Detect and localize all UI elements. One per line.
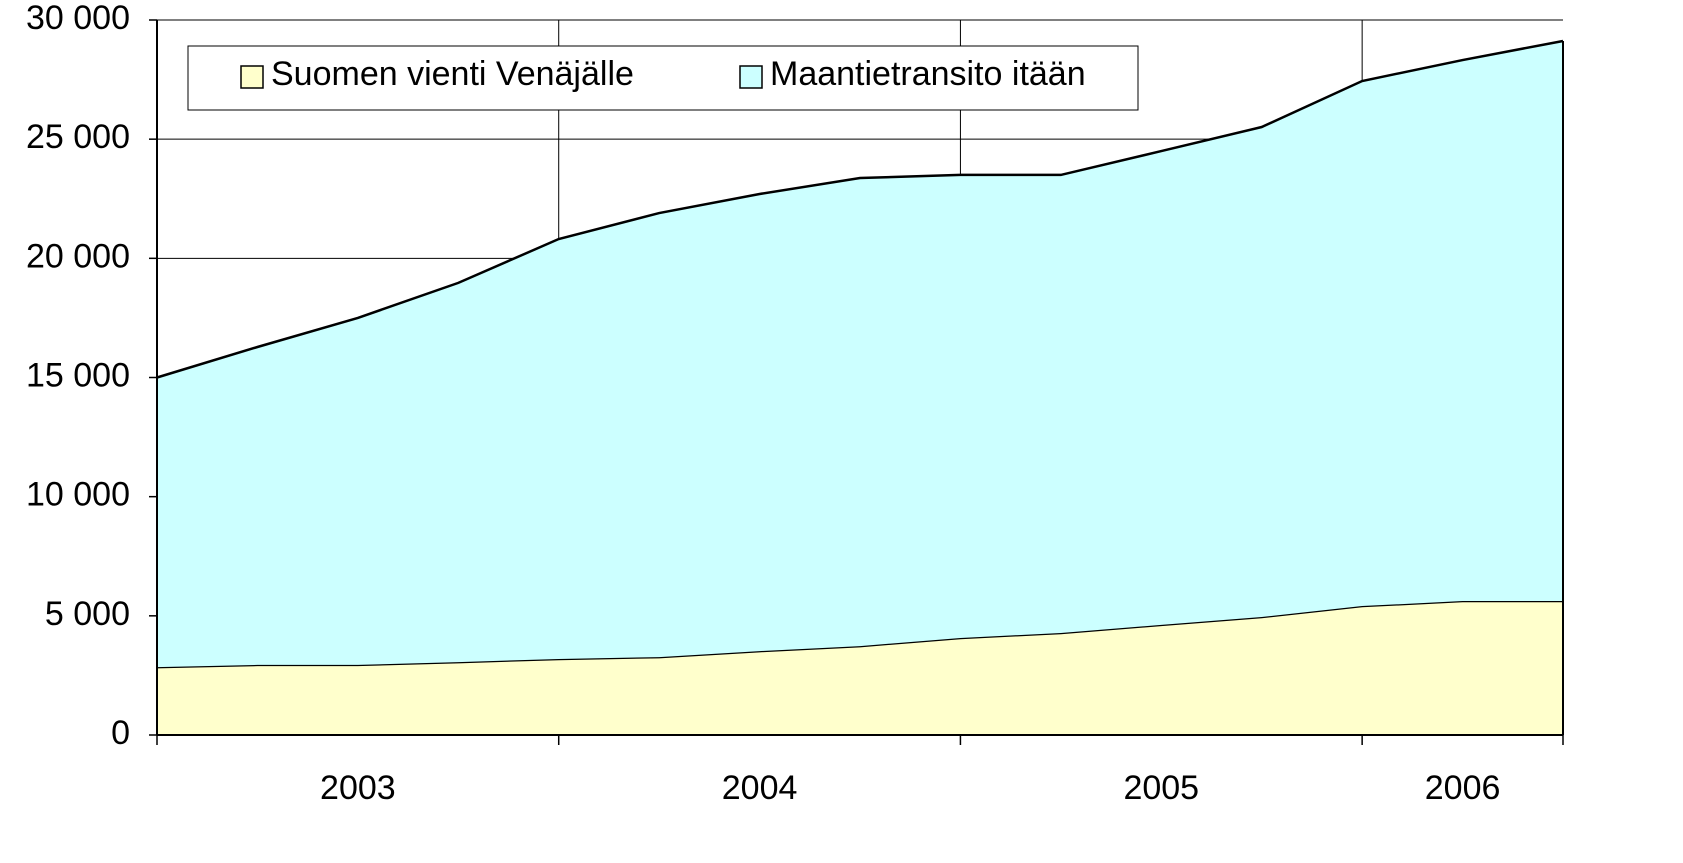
y-tick-label: 0 <box>111 714 130 752</box>
area-outline <box>156 39 1564 379</box>
x-group-label: 2006 <box>1425 769 1501 807</box>
area <box>157 601 1563 735</box>
area <box>157 40 1563 668</box>
legend-box <box>187 45 1139 111</box>
legend-swatch <box>240 65 264 89</box>
y-tick-label: 10 000 <box>26 476 130 514</box>
y-tick-label: 25 000 <box>26 118 130 156</box>
x-group-label: 2004 <box>722 769 798 807</box>
x-group-label: 2005 <box>1123 769 1199 807</box>
y-tick-label: 30 000 <box>26 0 130 37</box>
y-tick-label: 15 000 <box>26 356 130 394</box>
x-group-label: 2003 <box>320 769 396 807</box>
legend-swatch <box>739 65 763 89</box>
y-tick-label: 20 000 <box>26 237 130 275</box>
legend-label: Suomen vienti Venäjälle <box>271 55 634 93</box>
legend-label: Maantietransito itään <box>770 55 1086 93</box>
y-tick-label: 5 000 <box>45 595 130 633</box>
